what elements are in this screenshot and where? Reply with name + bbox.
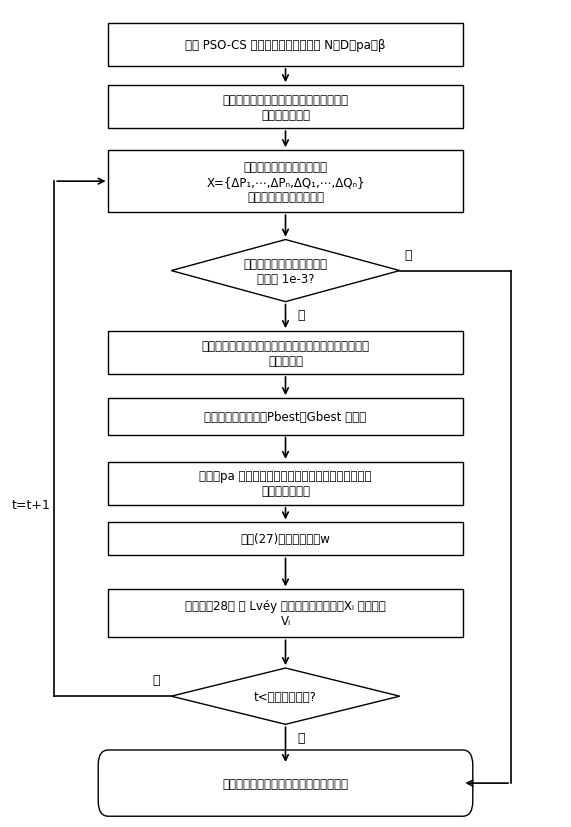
- Text: 输出最优解，绘制适应度函数收敛曲线。: 输出最优解，绘制适应度函数收敛曲线。: [223, 777, 348, 790]
- Text: 否: 否: [297, 308, 304, 322]
- Text: 带入待优化的微电网系统参数，应用潮流计算得出相应
的节点电压: 带入待优化的微电网系统参数，应用潮流计算得出相应 的节点电压: [202, 339, 369, 367]
- Text: 是: 是: [297, 731, 304, 744]
- Text: 根据式（28） 以 Lvéy 飞行的模式更新个体Xᵢ 及其速度
Vᵢ: 根据式（28） 以 Lvéy 飞行的模式更新个体Xᵢ 及其速度 Vᵢ: [185, 600, 386, 628]
- Bar: [108, 332, 463, 375]
- Polygon shape: [171, 668, 400, 724]
- Text: 初始化电压调节问题的变量
X={ΔP₁,⋯,ΔPₙ,ΔQ₁,⋯,ΔQₙ}
作为混合算法中间的个体: 初始化电压调节问题的变量 X={ΔP₁,⋯,ΔPₙ,ΔQ₁,⋯,ΔQₙ} 作为混…: [206, 160, 365, 203]
- Text: 如式(27)更新权重因子w: 如式(27)更新权重因子w: [240, 533, 331, 546]
- Text: 否: 否: [152, 673, 160, 686]
- Bar: [108, 24, 463, 67]
- Polygon shape: [171, 240, 400, 302]
- Bar: [108, 86, 463, 129]
- Bar: [108, 523, 463, 556]
- FancyBboxPatch shape: [98, 750, 473, 816]
- Bar: [108, 151, 463, 213]
- Bar: [108, 462, 463, 505]
- Bar: [108, 590, 463, 638]
- Text: 以概率pa 找出个体中的较差者并随机引入新的个体取
代原有较差个体: 以概率pa 找出个体中的较差者并随机引入新的个体取 代原有较差个体: [199, 470, 372, 498]
- Text: 是: 是: [404, 248, 412, 261]
- Text: 相邻若十步内适应度函数变
化是否 1e-3?: 相邻若十步内适应度函数变 化是否 1e-3?: [243, 257, 328, 285]
- Text: 找出潮流计算结果中Pbest和Gbest 的个体: 找出潮流计算结果中Pbest和Gbest 的个体: [204, 410, 367, 423]
- Text: t<最大迭代次数?: t<最大迭代次数?: [254, 690, 317, 703]
- Text: t=t+1: t=t+1: [11, 498, 50, 511]
- Text: 设置分布式电源系统中中各个个体的搜索
范围和速度范围: 设置分布式电源系统中中各个个体的搜索 范围和速度范围: [223, 93, 348, 122]
- Bar: [108, 399, 463, 435]
- Text: 设置 PSO-CS 算法中的各个参数，如 N，D，pa，β: 设置 PSO-CS 算法中的各个参数，如 N，D，pa，β: [185, 39, 386, 52]
